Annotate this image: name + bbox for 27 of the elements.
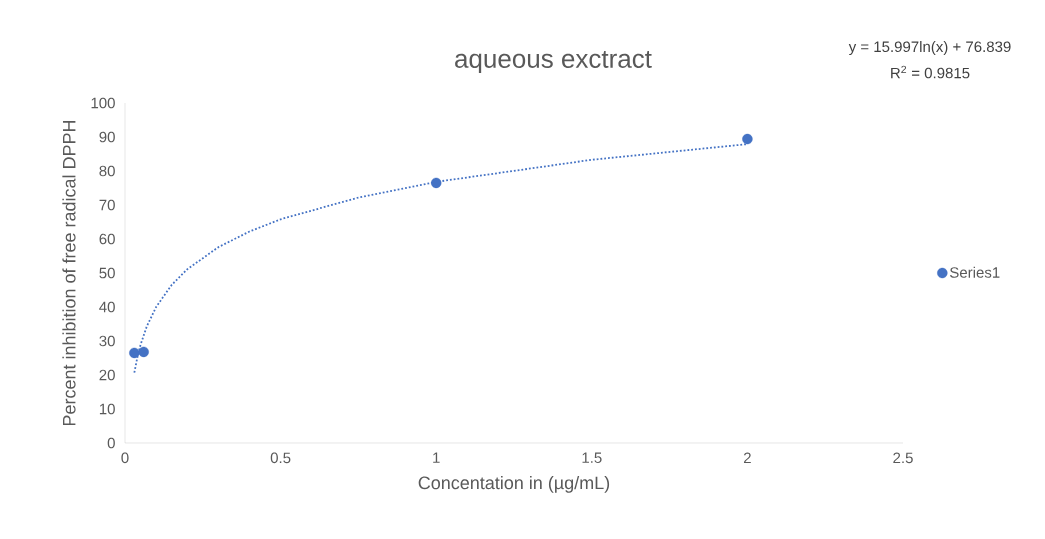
y-tick-label: 80 (99, 165, 115, 177)
x-tick-label: 1 (433, 452, 440, 463)
point (129, 347, 140, 359)
x-tick-label: 1.5 (582, 452, 602, 463)
x-axis-title: Concentation in (µg/mL) (418, 476, 610, 493)
legend-label: Series1 (950, 266, 1000, 278)
chart-title: aqueous exctract (455, 50, 652, 74)
y-tick-label: 70 (99, 199, 115, 211)
y-tick-label: 50 (99, 267, 115, 279)
x-tick-label: 0 (121, 452, 129, 464)
point (138, 346, 149, 358)
y-tick-label: 30 (99, 335, 115, 347)
y-tick-label: 60 (99, 233, 115, 245)
point (431, 177, 442, 189)
y-axis-title: Percent inhibition of free radical DPPH (62, 120, 76, 426)
y-tick-label: 90 (99, 131, 115, 143)
x-tick-label: 2 (743, 452, 751, 464)
y-tick-label: 20 (99, 369, 115, 381)
x-tick-label: 2.5 (893, 452, 913, 464)
text: y = 15.997ln(x) + 76.839 (848, 41, 1011, 55)
x-tick-label: 0.5 (270, 452, 291, 464)
y-tick-label: 0 (107, 437, 115, 449)
y-tick-label: 40 (99, 301, 115, 313)
y-tick-label: 10 (99, 403, 115, 415)
y-tick-label: 100 (91, 97, 115, 109)
text: R$^{2}$ = 0.9815 (891, 65, 970, 79)
point (742, 133, 753, 145)
